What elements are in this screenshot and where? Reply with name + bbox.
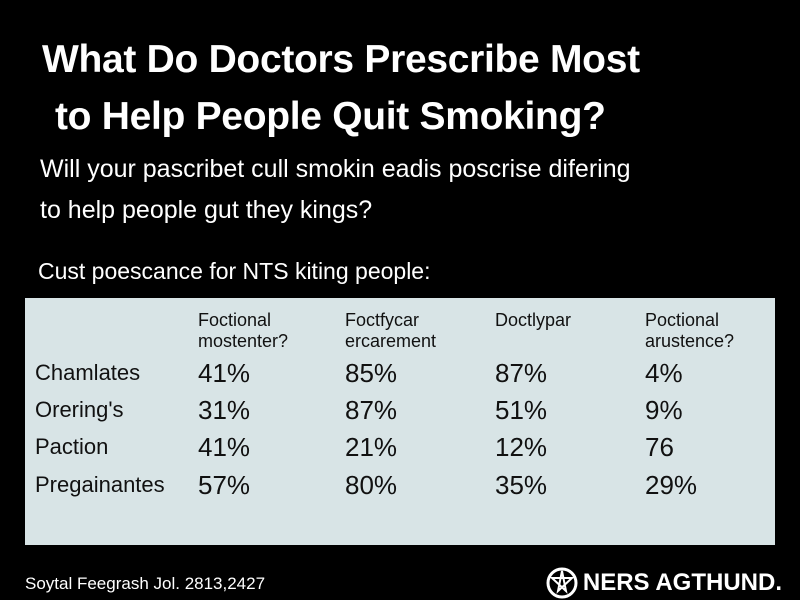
logo-text: NERS AGTHUND.	[582, 569, 782, 596]
column-header: Foctfycar ercarement	[345, 310, 437, 351]
cell: 51%	[495, 395, 548, 425]
cell: 80%	[345, 470, 398, 500]
cell: 21%	[345, 432, 398, 462]
source: Soytal Feegrash Jol. 2813,2427	[25, 574, 266, 593]
column-header: Foctional mostenter?	[198, 310, 289, 351]
row-label: Pregainantes	[35, 472, 165, 497]
table-caption: Cust poescance for NTS kiting people:	[38, 258, 431, 284]
cell: 57%	[198, 470, 251, 500]
cell: 35%	[495, 470, 548, 500]
cell: 85%	[345, 358, 398, 388]
subtitle-line: to help people gut they kings?	[40, 196, 373, 224]
cell: 4%	[645, 358, 683, 388]
cell: 12%	[495, 432, 548, 462]
cell: 87%	[495, 358, 548, 388]
table: Foctional mostenter? Foctfycar ercarement…	[25, 298, 775, 545]
cell: 29%	[645, 470, 698, 500]
row-label: Orering's	[35, 397, 124, 422]
row-label: Paction	[35, 434, 109, 459]
cell: 9%	[645, 395, 683, 425]
cell: 76	[645, 432, 674, 462]
cell: 41%	[198, 358, 251, 388]
logo: NERS AGTHUND.	[545, 566, 782, 600]
column-header: Doctlypar	[495, 310, 572, 330]
cell: 31%	[198, 395, 251, 425]
subtitle-line: Will your pascribet cull smokin eadis po…	[40, 155, 631, 183]
cell: 41%	[198, 432, 251, 462]
column-header: Poctional arustence?	[645, 310, 735, 351]
logo-icon	[546, 567, 578, 599]
title-line: What Do Doctors Prescribe Most	[42, 38, 640, 81]
title-line: to Help People Quit Smoking?	[55, 95, 606, 138]
row-label: Chamlates	[35, 360, 141, 385]
cell: 87%	[345, 395, 398, 425]
